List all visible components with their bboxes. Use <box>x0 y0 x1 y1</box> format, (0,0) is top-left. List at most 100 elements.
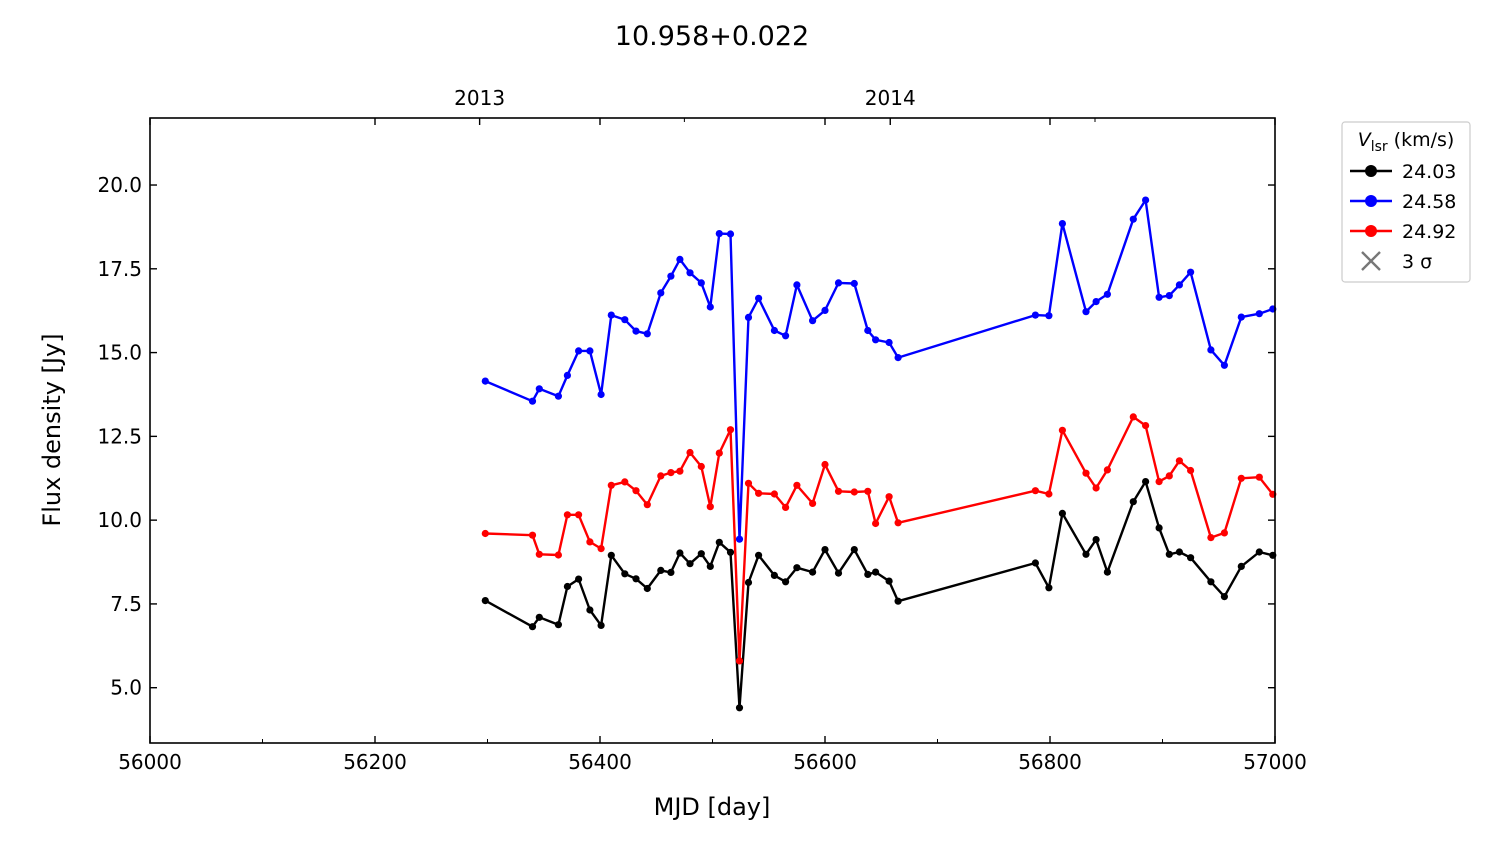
y-tick-label: 20.0 <box>97 173 142 197</box>
data-point <box>1092 536 1100 544</box>
data-point <box>597 545 605 553</box>
data-point <box>686 448 694 457</box>
data-point <box>1058 426 1066 434</box>
data-point <box>1103 466 1111 474</box>
data-point <box>1237 313 1245 321</box>
data-point <box>643 330 651 338</box>
data-point <box>621 316 629 324</box>
data-point <box>1031 559 1039 567</box>
legend-entry: 24.03 <box>1350 161 1456 183</box>
data-point <box>1187 268 1195 276</box>
data-point <box>676 467 684 475</box>
data-point <box>809 568 817 576</box>
data-point <box>657 289 665 297</box>
data-point <box>1058 220 1066 228</box>
data-point <box>1129 498 1137 506</box>
y-tick-label: 7.5 <box>110 592 142 616</box>
top-axis: 2013 2014 <box>454 86 1096 125</box>
data-point <box>621 570 629 578</box>
data-point <box>821 546 829 554</box>
legend-title: Vlsr (km/s) <box>1358 129 1455 155</box>
data-point <box>554 621 563 629</box>
legend-label: 24.92 <box>1402 221 1456 243</box>
data-point <box>575 575 583 583</box>
y-tick-label: 10.0 <box>97 508 142 532</box>
data-point <box>744 578 753 587</box>
data-point <box>834 487 843 495</box>
data-point <box>1175 281 1183 289</box>
legend-entry: 3 σ <box>1361 251 1432 273</box>
data-point <box>1082 469 1090 477</box>
y-axis: 5.0 7.5 10.0 12.5 15.0 17.5 20.0 <box>97 173 1275 700</box>
legend-title-sub: lsr <box>1371 139 1388 155</box>
data-point <box>1165 292 1173 300</box>
top-tick-label: 2013 <box>454 86 505 110</box>
data-point <box>1155 293 1163 301</box>
data-point <box>885 493 893 501</box>
data-point <box>850 546 858 554</box>
data-point <box>667 568 675 577</box>
data-point <box>770 326 779 335</box>
legend-label: 3 σ <box>1402 251 1432 273</box>
data-point <box>872 568 880 576</box>
data-point <box>755 294 763 302</box>
data-point <box>1092 298 1100 306</box>
data-point <box>535 613 543 621</box>
data-point <box>657 566 665 575</box>
data-point <box>697 550 705 558</box>
x-axis: 56000 56200 56400 56600 56800 57000 <box>118 118 1307 774</box>
plot-frame <box>149 117 1276 744</box>
data-point <box>563 511 572 519</box>
top-tick-label: 2014 <box>865 86 916 110</box>
data-point <box>809 499 817 507</box>
data-point <box>821 306 829 314</box>
data-point <box>632 327 640 335</box>
data-point <box>726 230 735 238</box>
data-point <box>793 564 801 572</box>
data-point <box>744 313 753 321</box>
data-point <box>1058 509 1066 517</box>
data-point <box>643 501 651 509</box>
data-point <box>735 657 744 665</box>
data-point <box>1142 196 1150 204</box>
data-point <box>894 597 902 605</box>
data-point <box>726 426 735 434</box>
data-point <box>697 462 705 471</box>
data-point <box>563 582 572 591</box>
data-point <box>1237 562 1245 571</box>
data-point <box>481 377 489 385</box>
data-point <box>864 326 872 335</box>
y-tick-label: 5.0 <box>110 676 142 700</box>
data-point <box>632 487 640 495</box>
data-point <box>834 569 843 577</box>
data-point <box>686 560 694 568</box>
data-point <box>575 347 583 355</box>
data-point <box>586 606 594 614</box>
data-point <box>1129 413 1137 421</box>
data-point <box>1045 490 1053 498</box>
data-point <box>1155 524 1163 532</box>
data-point <box>1255 548 1263 556</box>
series-layer <box>481 196 1277 712</box>
data-point <box>621 478 629 486</box>
data-point <box>850 279 858 288</box>
data-point <box>726 548 735 556</box>
data-point <box>1237 474 1245 482</box>
data-point <box>1129 215 1137 223</box>
data-point <box>864 487 872 495</box>
data-point <box>607 481 615 489</box>
data-point <box>715 538 723 546</box>
data-point <box>850 488 858 496</box>
data-point <box>586 347 594 355</box>
data-point <box>597 621 605 630</box>
data-point <box>894 519 902 527</box>
data-point <box>793 481 801 489</box>
x-tick-label: 56400 <box>568 750 632 774</box>
x-tick-label: 56600 <box>793 750 857 774</box>
data-point <box>706 303 714 311</box>
x-tick-label: 56200 <box>343 750 407 774</box>
data-point <box>706 562 714 571</box>
data-point <box>1255 473 1263 481</box>
data-point <box>885 338 893 347</box>
data-point <box>872 336 880 344</box>
